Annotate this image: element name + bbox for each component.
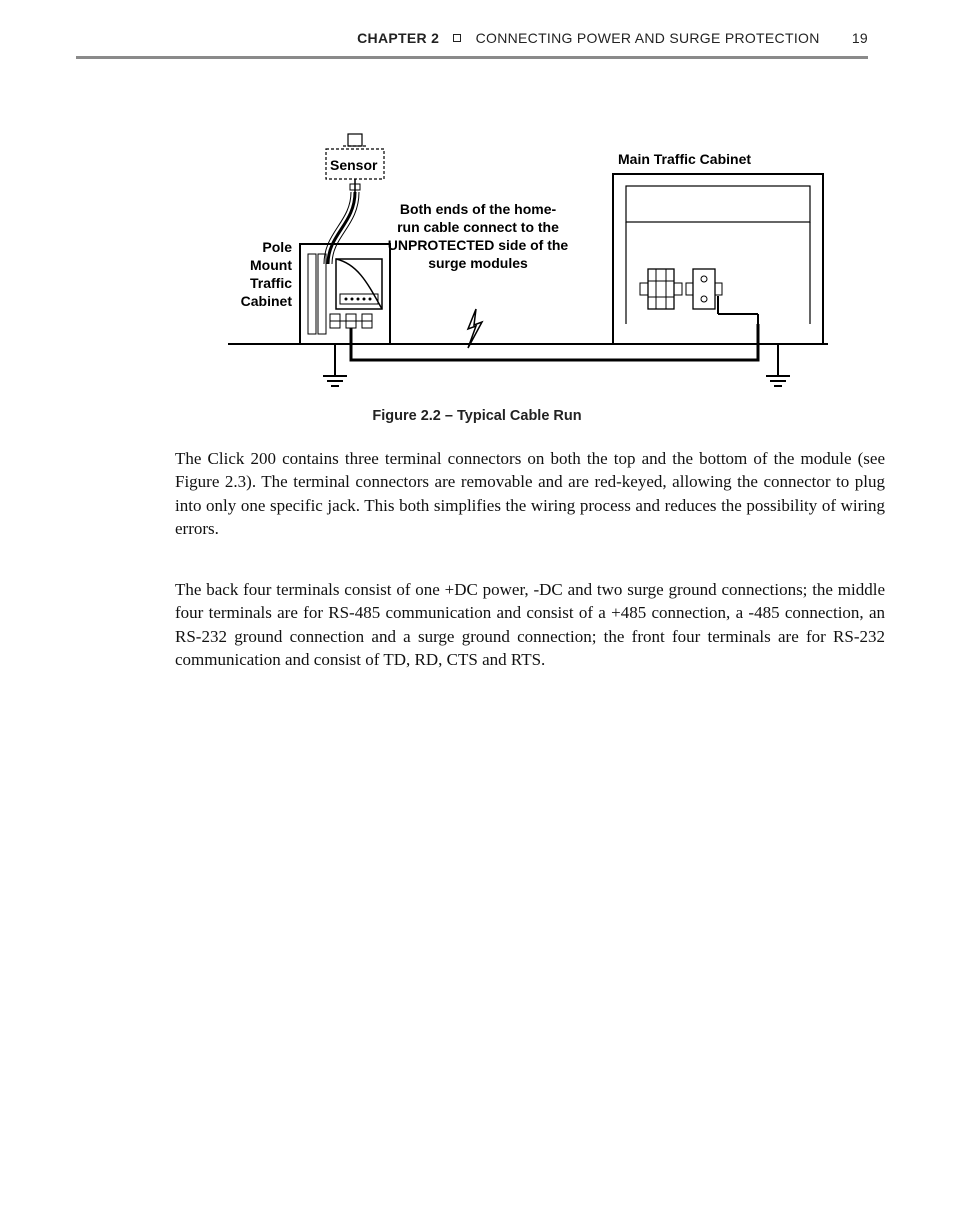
chapter-title: CONNECTING POWER AND SURGE PROTECTION	[476, 30, 820, 46]
svg-text:surge modules: surge modules	[428, 255, 528, 271]
page-number: 19	[852, 30, 868, 46]
chapter-label: CHAPTER 2	[357, 30, 439, 46]
svg-text:Main Traffic Cabinet: Main Traffic Cabinet	[618, 151, 751, 167]
cable-run-diagram-icon: Sensor	[218, 124, 838, 394]
svg-text:run cable connect to the: run cable connect to the	[397, 219, 559, 235]
svg-text:Mount: Mount	[250, 257, 292, 273]
svg-text:Cabinet: Cabinet	[241, 293, 293, 309]
svg-text:UNPROTECTED side of the: UNPROTECTED side of the	[388, 237, 569, 253]
running-header: CHAPTER 2 CONNECTING POWER AND SURGE PRO…	[357, 30, 868, 46]
sensor-label: Sensor	[330, 157, 378, 173]
svg-text:Both ends of the home-: Both ends of the home-	[400, 201, 557, 217]
svg-text:Traffic: Traffic	[250, 275, 292, 291]
paragraph-1: The Click 200 contains three terminal co…	[175, 447, 885, 541]
figure-2-2: Sensor	[218, 124, 838, 394]
svg-text:Pole: Pole	[262, 239, 292, 255]
page: CHAPTER 2 CONNECTING POWER AND SURGE PRO…	[0, 0, 954, 1227]
figure-caption: Figure 2.2 – Typical Cable Run	[0, 408, 954, 424]
header-rule	[76, 56, 868, 59]
square-separator-icon	[453, 34, 461, 42]
paragraph-2: The back four terminals consist of one +…	[175, 578, 885, 672]
